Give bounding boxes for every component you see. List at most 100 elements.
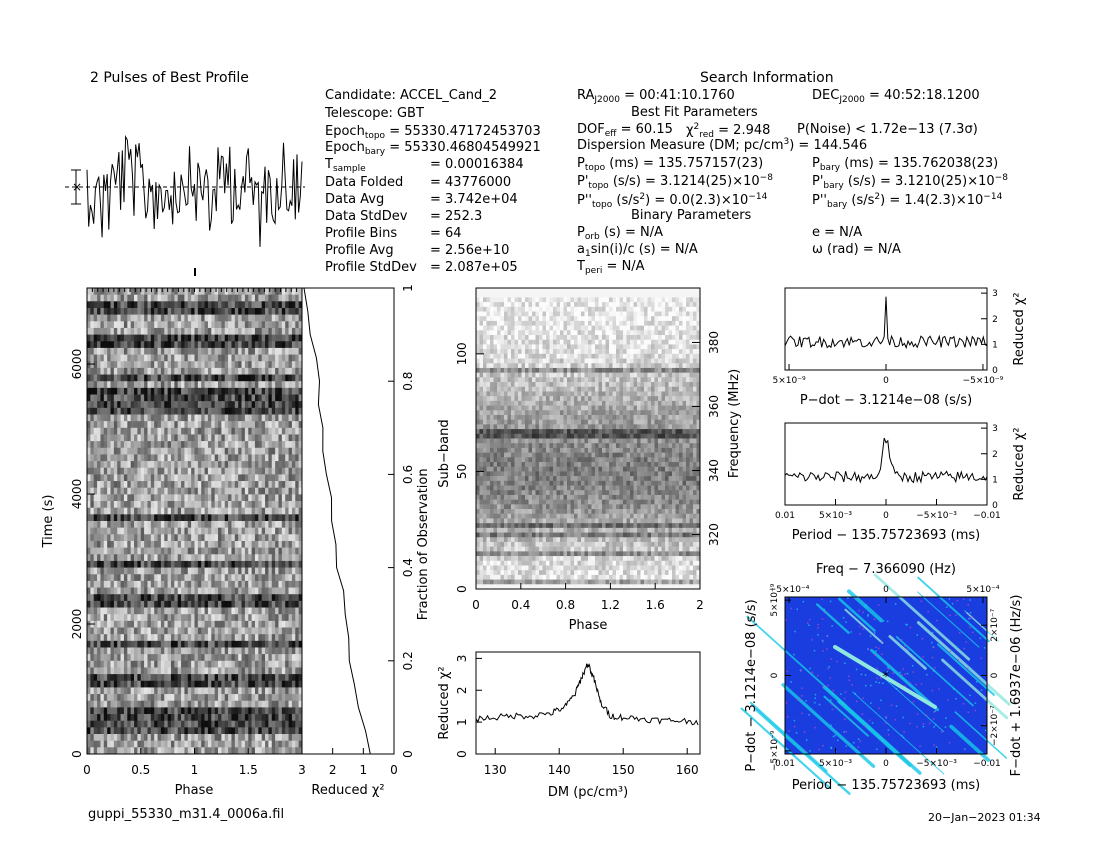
time-phase-cell (107, 307, 111, 315)
time-phase-cell (123, 714, 128, 722)
time-phase-cell (265, 560, 269, 568)
time-phase-cell (164, 727, 168, 735)
time-phase-cell (144, 414, 148, 422)
time-phase-cell (231, 467, 236, 475)
timestamp: 20−Jan−2023 01:34 (928, 811, 1041, 824)
subband-cell (490, 292, 494, 298)
time-phase-cell (251, 301, 256, 309)
time-phase-cell (117, 321, 121, 329)
time-phase-cell (298, 361, 303, 369)
time-phase-cell (278, 407, 283, 415)
time-phase-cell (281, 301, 286, 309)
time-phase-cell (117, 421, 121, 429)
time-phase-cell (285, 740, 289, 748)
time-phase-cell (167, 314, 172, 322)
time-phase-cell (177, 414, 182, 422)
time-phase-cell (211, 347, 215, 355)
time-phase-cell (100, 474, 105, 482)
time-phase-cell (134, 727, 138, 735)
time-phase-cell (123, 560, 128, 568)
time-phase-cell (110, 521, 115, 528)
time-phase-cell (258, 461, 262, 469)
time-phase-cell (221, 441, 226, 449)
time-phase-cell (251, 454, 256, 462)
time-phase-cell (221, 740, 226, 748)
time-phase-cell (228, 307, 232, 315)
time-phase-cell (211, 367, 215, 375)
time-phase-cell (204, 580, 209, 588)
time-phase-cell (170, 620, 175, 628)
time-phase-cell (224, 700, 229, 708)
time-phase-cell (238, 594, 242, 602)
subband-cell (535, 311, 540, 317)
time-phase-cell (123, 314, 128, 322)
time-phase-cell (224, 674, 229, 682)
time-phase-cell (211, 414, 215, 422)
subband-cell (574, 288, 578, 293)
time-phase-cell (197, 560, 202, 568)
time-phase-cell (228, 567, 232, 575)
time-phase-cell (130, 607, 135, 615)
time-phase-cell (93, 640, 98, 648)
time-phase-cell (113, 567, 118, 575)
time-phase-cell (254, 740, 259, 748)
time-phase-cell (258, 600, 262, 608)
time-phase-cell (241, 341, 246, 349)
time-phase-cell (170, 627, 175, 635)
time-phase-cell (295, 507, 299, 515)
time-phase-cell (221, 347, 226, 355)
subband-cell (588, 302, 592, 308)
time-phase-cell (298, 607, 303, 615)
time-phase-cell (197, 587, 202, 595)
time-phase-cell (278, 447, 283, 455)
time-phase-cell (93, 740, 98, 748)
time-phase-cell (137, 554, 142, 562)
time-phase-cell (234, 574, 239, 582)
time-phase-cell (268, 447, 273, 455)
time-phase-cell (234, 487, 239, 495)
time-phase-cell (271, 547, 276, 555)
subband-cell (525, 297, 529, 303)
time-phase-cell (228, 434, 232, 442)
time-phase-cell (154, 501, 158, 508)
time-phase-cell (177, 301, 182, 309)
time-phase-cell (150, 354, 155, 362)
time-phase-cell (241, 501, 246, 508)
subband-cell (577, 311, 582, 317)
time-phase-cell (231, 680, 236, 688)
time-phase-cell (103, 700, 108, 708)
time-phase-cell (241, 594, 246, 602)
time-phase-cell (288, 707, 293, 715)
time-phase-cell (238, 514, 242, 522)
time-phase-cell (110, 401, 115, 409)
time-phase-cell (281, 401, 286, 409)
time-phase-cell (254, 580, 259, 588)
time-phase-cell (258, 640, 262, 648)
time-phase-cell (211, 334, 215, 342)
time-phase-cell (241, 334, 246, 342)
time-phase-cell (228, 314, 232, 322)
time-phase-cell (258, 660, 262, 668)
time-phase-cell (268, 301, 273, 309)
time-phase-cell (97, 341, 101, 349)
time-phase-cell (275, 288, 279, 295)
time-phase-cell (295, 334, 299, 342)
time-phase-cell (201, 514, 205, 522)
time-phase-cell (271, 474, 276, 482)
time-phase-cell (211, 654, 215, 662)
time-phase-cell (181, 527, 185, 535)
time-phase-cell (150, 574, 155, 582)
time-phase-cell (103, 421, 108, 429)
time-phase-cell (234, 640, 239, 648)
time-phase-cell (238, 587, 242, 595)
time-phase-cell (120, 620, 125, 628)
time-phase-cell (100, 361, 105, 369)
time-phase-cell (87, 614, 91, 622)
time-phase-cell (134, 441, 138, 449)
time-phase-cell (90, 654, 95, 662)
time-phase-cell (154, 560, 158, 568)
subband-cell (556, 306, 561, 312)
time-phase-cell (130, 301, 135, 309)
time-phase-cell (231, 734, 236, 741)
time-phase-cell (150, 481, 155, 489)
